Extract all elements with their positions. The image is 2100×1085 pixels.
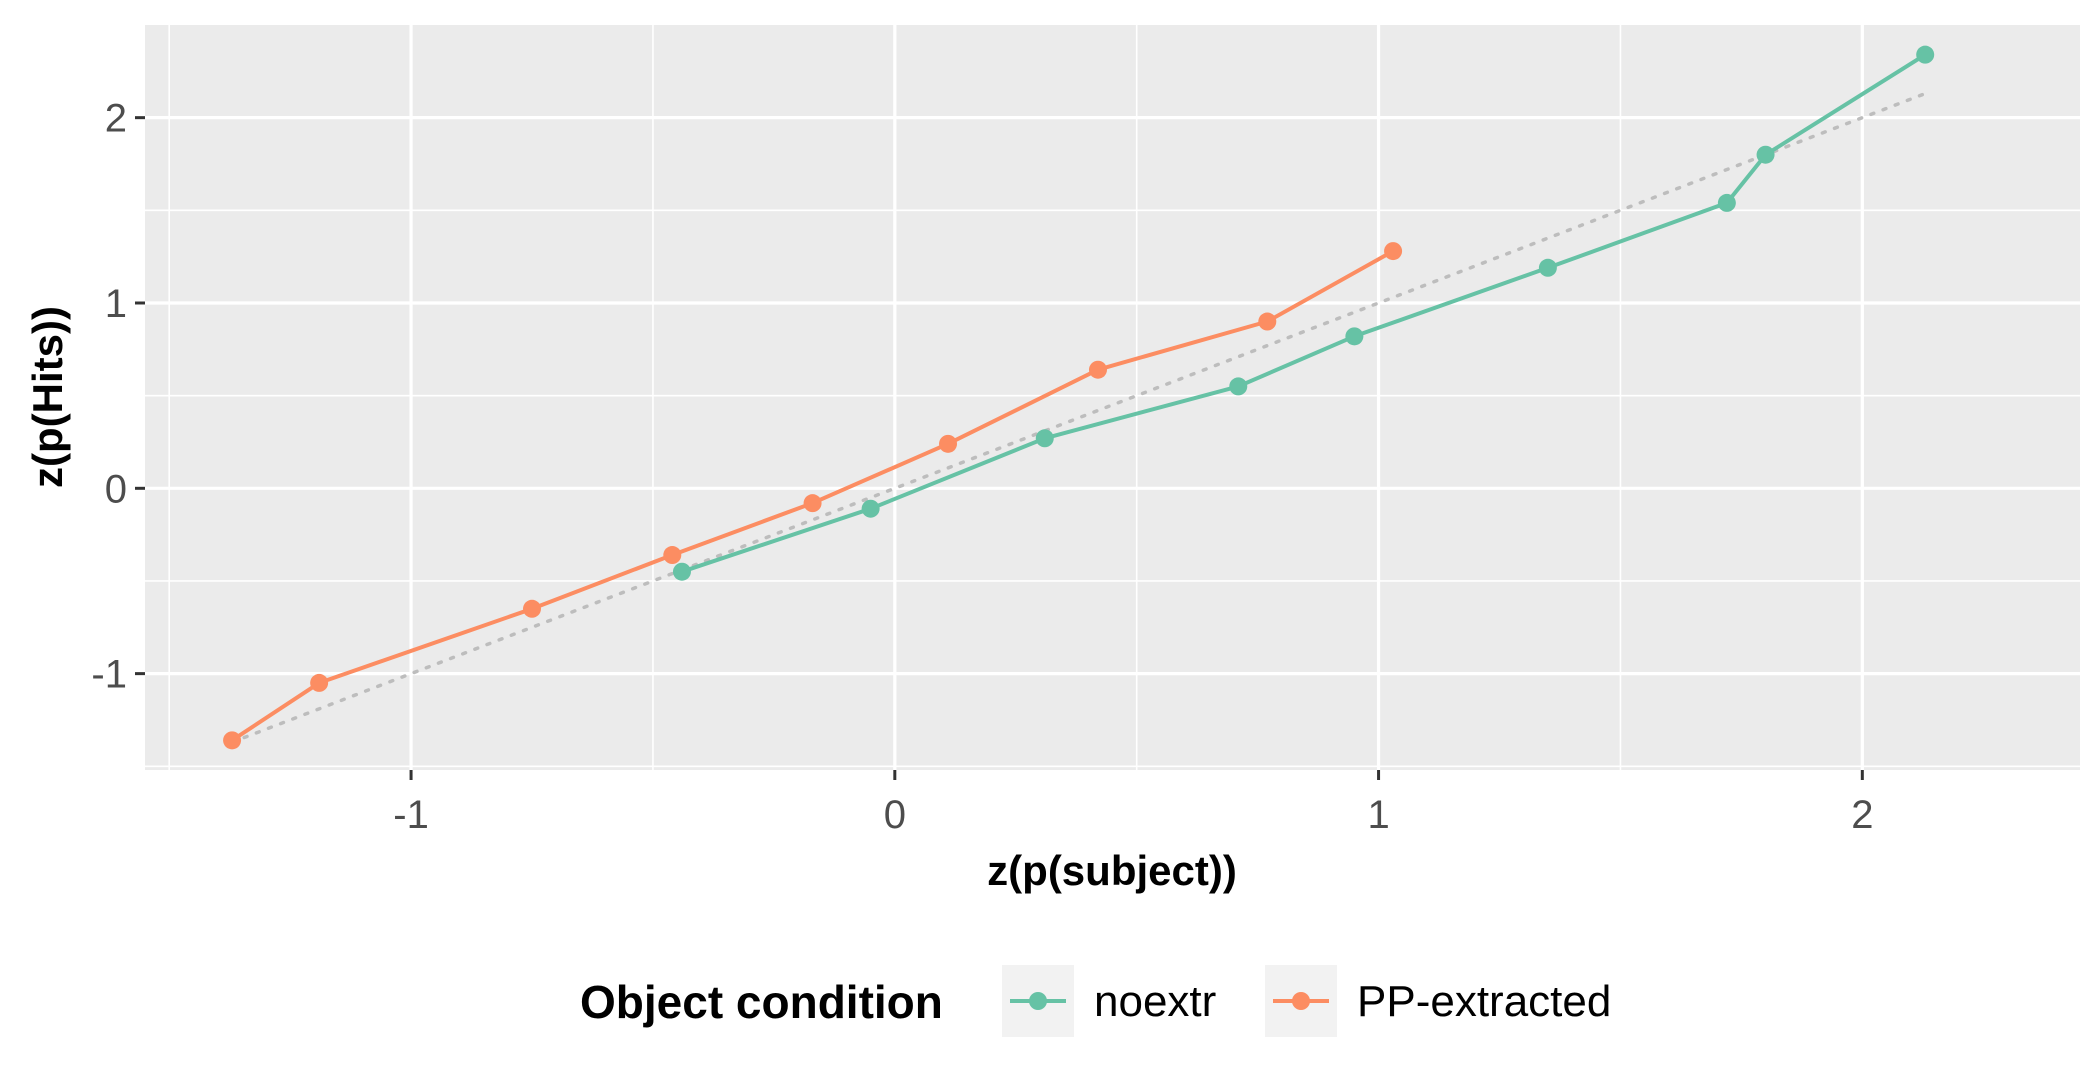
x-tick-label: 2 [1851,793,1873,837]
data-point-noextr [672,562,691,581]
data-point-PP-extracted [1088,360,1107,379]
series-PP-extracted [223,242,1403,750]
data-point-noextr [1345,327,1364,346]
y-tick-label: 2 [105,97,127,141]
legend-key-point [1292,992,1310,1010]
data-point-PP-extracted [663,546,682,565]
y-axis: -1 0 1 2 [91,97,145,697]
x-axis: -1 0 1 2 [393,770,1873,837]
y-tick-label: 0 [105,467,127,511]
legend-item-PP-extracted: PP-extracted [1265,965,1611,1037]
legend-label: noextr [1094,977,1216,1026]
x-tick-label: 1 [1367,793,1389,837]
data-point-noextr [1229,377,1248,396]
legend-label: PP-extracted [1357,977,1611,1026]
series-layer [223,45,1935,750]
series-noextr [672,45,1935,581]
legend-item-noextr: noextr [1002,965,1216,1037]
data-point-PP-extracted [1384,242,1403,261]
legend-title: Object condition [580,976,943,1028]
plot-panel [145,25,2080,770]
data-point-noextr [1916,45,1935,64]
y-tick-label: 1 [105,282,127,326]
x-axis-title: z(p(subject)) [987,847,1237,894]
reference-line [230,91,1927,744]
y-tick-label: -1 [91,653,127,697]
data-point-PP-extracted [803,494,822,513]
data-point-noextr [1756,145,1775,164]
reference-diagonal [230,91,1927,744]
data-point-noextr [1538,258,1557,277]
data-point-noextr [1717,193,1736,212]
data-point-PP-extracted [1258,312,1277,331]
y-axis-title: z(p(Hits)) [24,306,71,488]
data-point-PP-extracted [939,434,958,453]
legend-key-point [1029,992,1047,1010]
x-tick-label: 0 [884,793,906,837]
data-point-PP-extracted [310,673,329,692]
legend: Object condition noextr PP-extracted [580,965,1611,1037]
data-point-noextr [1035,429,1054,448]
grid-major [145,25,2080,770]
legend-items: noextr PP-extracted [1002,965,1611,1037]
data-point-PP-extracted [523,599,541,618]
data-point-noextr [861,499,880,518]
grid-minor [145,25,2080,770]
data-point-PP-extracted [223,731,242,750]
x-tick-label: -1 [393,793,429,837]
